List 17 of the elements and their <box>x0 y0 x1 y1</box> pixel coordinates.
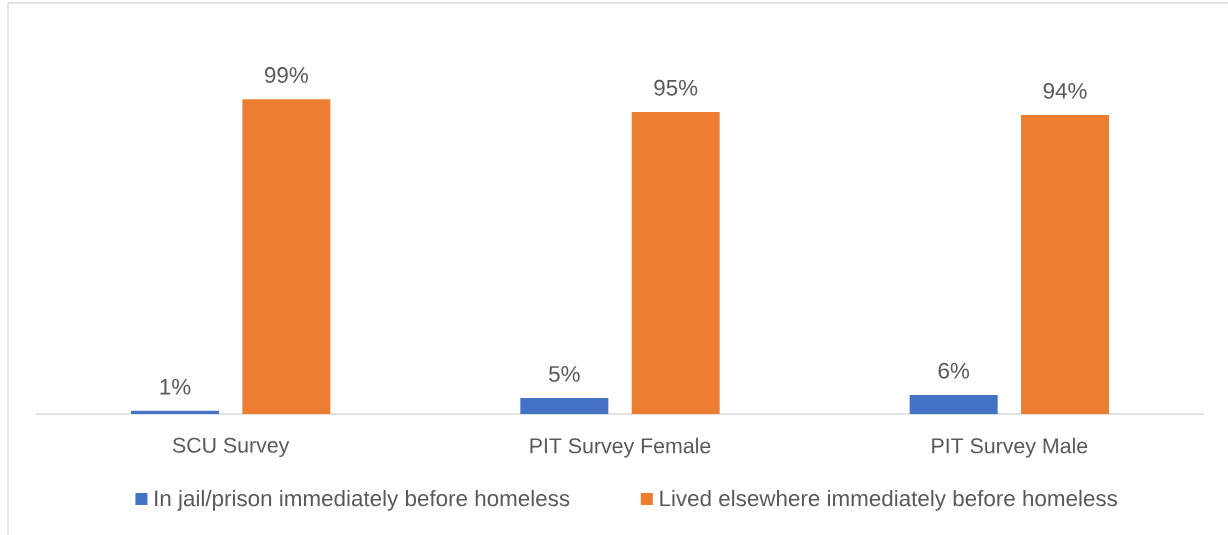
data-label: 1% <box>160 378 191 395</box>
legend-label: Lived elsewhere immediately before homeless <box>660 489 1118 511</box>
x-tick-label: PIT Survey Female <box>530 437 711 458</box>
x-tick-label: PIT Survey Male <box>932 437 1088 458</box>
bar <box>909 394 998 414</box>
bar <box>131 410 219 414</box>
bar <box>1021 115 1109 414</box>
data-label: 99% <box>264 67 308 83</box>
bar <box>631 111 720 414</box>
data-label: 94% <box>1043 82 1087 99</box>
legend-label: In jail/prison immediately before homeless <box>155 489 570 511</box>
data-label: 5% <box>549 366 580 382</box>
data-label: 6% <box>938 362 970 379</box>
bar <box>520 398 609 414</box>
data-label: 95% <box>654 79 698 96</box>
bar <box>242 99 331 414</box>
x-tick-label: SCU Survey <box>172 437 290 458</box>
